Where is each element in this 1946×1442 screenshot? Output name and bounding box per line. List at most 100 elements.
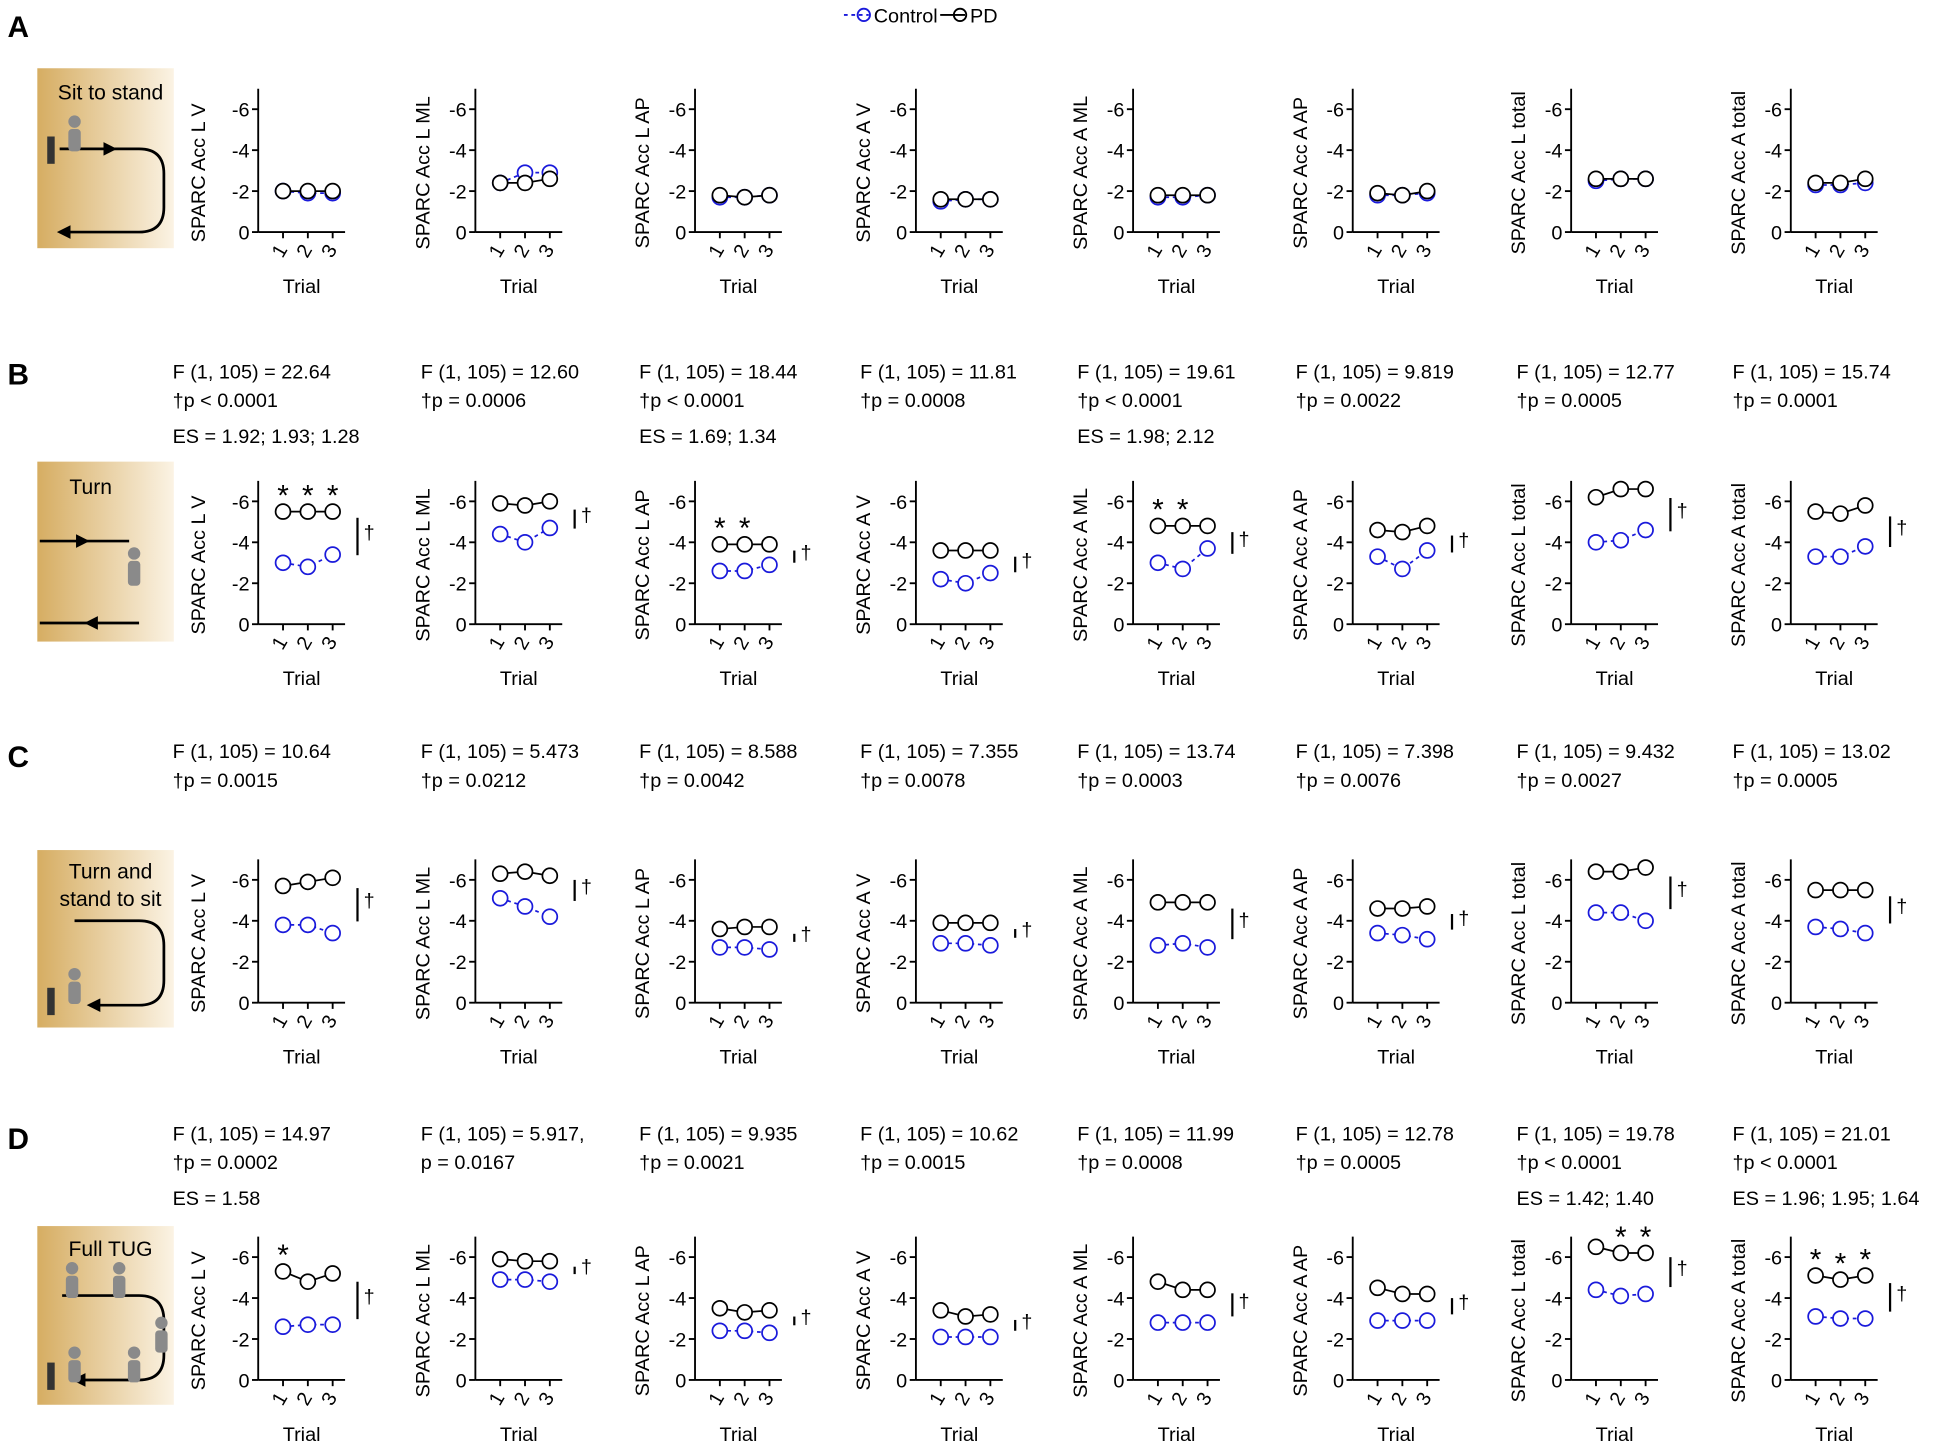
data-point [1856, 1267, 1874, 1284]
x-axis-label: Trial [940, 1047, 978, 1069]
y-tick-label: -4 [669, 141, 687, 163]
x-tick-label: 3 [975, 241, 1000, 262]
y-tick-label: -6 [1326, 100, 1344, 122]
data-point [1149, 1273, 1167, 1290]
data-point [1199, 540, 1216, 557]
y-tick-label: -6 [890, 870, 908, 892]
y-tick-label: -2 [669, 182, 687, 204]
y-tick-label: -2 [232, 182, 250, 204]
y-tick-label: -4 [449, 533, 467, 555]
data-point [1587, 1281, 1605, 1299]
x-tick-label: 2 [729, 241, 754, 262]
data-point [957, 542, 974, 559]
y-tick-label: -4 [1545, 1288, 1563, 1310]
data-point [1394, 900, 1411, 917]
data-point [299, 873, 317, 891]
y-tick-label: 0 [1113, 1370, 1124, 1392]
subplot: 0 -2 -4 -6 1 2 3 Trial SPARC Acc A AP [1290, 88, 1440, 298]
y-tick-label: 0 [675, 223, 686, 245]
x-axis-label: Trial [1815, 276, 1853, 298]
x-tick-label: 2 [1606, 633, 1631, 654]
y-tick-label: -6 [1545, 1248, 1563, 1270]
x-tick-label: 3 [1192, 633, 1217, 654]
stat-annotation: F (1, 105) = 9.935 [639, 1123, 797, 1145]
y-tick-label: 0 [1333, 223, 1344, 245]
y-axis-label: SPARC Acc L AP [632, 97, 654, 248]
stat-annotation: F (1, 105) = 12.60 [421, 361, 579, 383]
data-point [516, 533, 534, 551]
significance-star: * [327, 479, 339, 512]
x-tick-label: 1 [485, 1389, 510, 1410]
subplot: 0 -2 -4 -6 1 2 3 Trial SPARC Acc A ML [1070, 88, 1220, 298]
stat-annotation: †p = 0.0042 [639, 770, 744, 792]
y-tick-label: -6 [449, 100, 467, 122]
data-point [932, 190, 950, 208]
scene-boxes [37, 68, 174, 1405]
data-point [516, 863, 534, 880]
data-point [1394, 523, 1411, 541]
y-tick-label: -4 [1326, 911, 1344, 933]
y-axis-label: SPARC Acc A total [1728, 91, 1750, 255]
x-tick-label: 1 [925, 1389, 950, 1410]
y-tick-label: -2 [449, 182, 467, 204]
data-point [299, 916, 317, 934]
x-axis-label: Trial [940, 1424, 978, 1442]
y-tick-label: -4 [890, 533, 908, 555]
x-tick-label: 2 [729, 633, 754, 654]
stat-annotation: †p < 0.0001 [1517, 1152, 1622, 1174]
y-tick-label: -2 [449, 952, 467, 974]
x-axis-label: Trial [720, 668, 758, 690]
x-tick-label: 3 [535, 1012, 560, 1033]
data-point [516, 898, 534, 915]
y-tick-label: -2 [1107, 1329, 1125, 1351]
stat-annotation: F (1, 105) = 12.77 [1517, 361, 1675, 383]
stat-annotation: F (1, 105) = 9.432 [1517, 741, 1675, 763]
x-axis-label: Trial [1815, 668, 1853, 690]
data-point [761, 536, 778, 553]
x-axis-label: Trial [1158, 1047, 1196, 1069]
y-tick-label: -2 [232, 952, 250, 974]
scene-label: Sit to stand [58, 81, 163, 104]
x-tick-label: 2 [1606, 1012, 1631, 1033]
subplot: 0 -2 -4 -6 1 2 3 Trial SPARC Acc A ML * * † F (1, 10… [1070, 361, 1249, 690]
stat-annotation: F (1, 105) = 21.01 [1732, 1123, 1890, 1145]
y-tick-label: -2 [232, 574, 250, 596]
data-point [1149, 1314, 1167, 1331]
y-tick-label: 0 [896, 615, 907, 637]
x-tick-label: 2 [1606, 241, 1631, 262]
data-point [982, 914, 999, 932]
data-point [1856, 538, 1874, 555]
data-point [1149, 186, 1167, 204]
y-tick-label: -2 [449, 1329, 467, 1351]
y-tick-label: 0 [1771, 1370, 1782, 1392]
data-point [711, 1299, 729, 1317]
y-axis-label: SPARC Acc A total [1728, 483, 1750, 647]
data-point [1418, 542, 1436, 559]
stat-annotation: F (1, 105) = 8.588 [639, 741, 797, 763]
y-tick-label: 0 [1551, 615, 1562, 637]
data-point [1174, 1281, 1192, 1299]
data-point [1856, 170, 1874, 188]
data-point [761, 1324, 778, 1342]
data-point [932, 542, 950, 559]
data-point [761, 186, 778, 204]
significance-star: * [1859, 1243, 1871, 1276]
data-point [324, 182, 341, 200]
y-tick-label: -6 [1764, 1248, 1782, 1270]
data-point [932, 1328, 950, 1346]
stat-annotation: †p = 0.0003 [1077, 770, 1182, 792]
data-point [1369, 521, 1386, 539]
data-point [1418, 898, 1436, 915]
data-point [1807, 1267, 1824, 1284]
stat-annotation: †p = 0.0008 [860, 390, 965, 412]
y-tick-label: -2 [1326, 574, 1344, 596]
y-axis-label: SPARC Acc L V [188, 103, 210, 243]
data-point [1369, 1312, 1386, 1329]
stat-annotation: †p = 0.0021 [639, 1152, 744, 1174]
subplot: 0 -2 -4 -6 1 2 3 Trial SPARC Acc L total † F (1, 1… [1508, 741, 1687, 1068]
data-point [1394, 560, 1411, 578]
y-tick-label: -6 [890, 100, 908, 122]
data-point [274, 1318, 292, 1336]
data-point [1856, 881, 1874, 899]
y-tick-label: -2 [1107, 952, 1125, 974]
